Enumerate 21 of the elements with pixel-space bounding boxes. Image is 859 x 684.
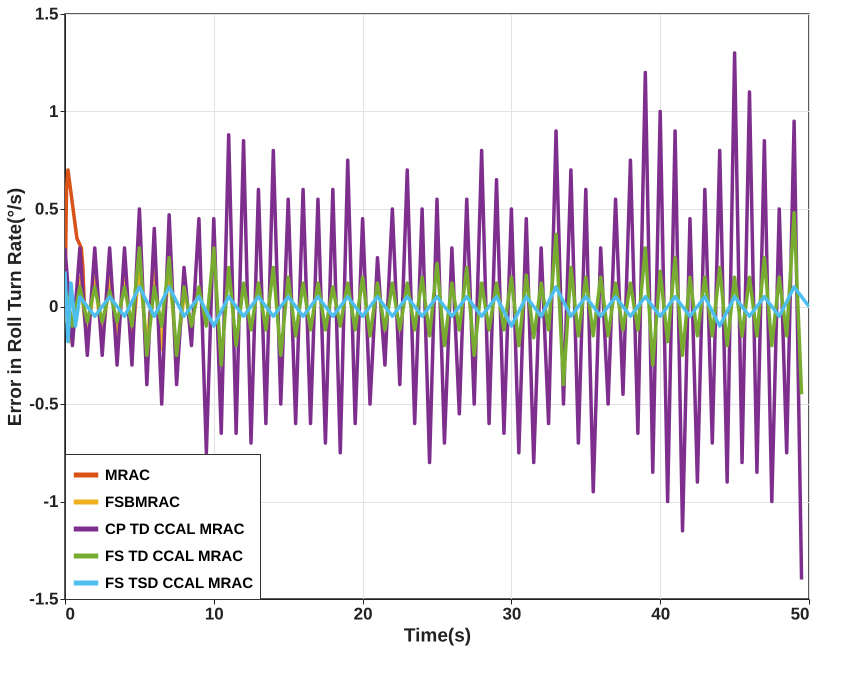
x-tick-label: 40	[651, 604, 670, 624]
y-tick-label: 1.5	[34, 4, 58, 24]
y-tick-label: 0.5	[34, 200, 58, 218]
x-axis-title: Time(s)	[404, 626, 472, 646]
y-tick-label: -1	[43, 492, 58, 511]
y-tick-label: -1.5	[29, 590, 58, 608]
y-tick-label: 1	[49, 102, 58, 121]
legend-label: MRAC	[105, 467, 150, 484]
y-tick-label: -0.5	[29, 394, 58, 414]
x-tick-label: 0	[66, 604, 75, 624]
y-tick-label: 0	[49, 297, 58, 316]
legend-label: FS TSD CCAL MRAC	[105, 575, 254, 592]
x-tick-label: 10	[204, 604, 224, 624]
legend-label: FS TD CCAL MRAC	[105, 548, 244, 565]
x-tick-label: 20	[354, 604, 373, 624]
line-series	[65, 270, 809, 344]
legend-label: FSBMRAC	[105, 494, 180, 511]
x-tick-label: 50	[790, 604, 810, 624]
legend-label: CP TD CCAL MRAC	[105, 521, 245, 538]
x-tick-label: 30	[502, 604, 522, 624]
y-axis-title: Error in Roll Turn Rate(°/s)	[5, 188, 26, 426]
